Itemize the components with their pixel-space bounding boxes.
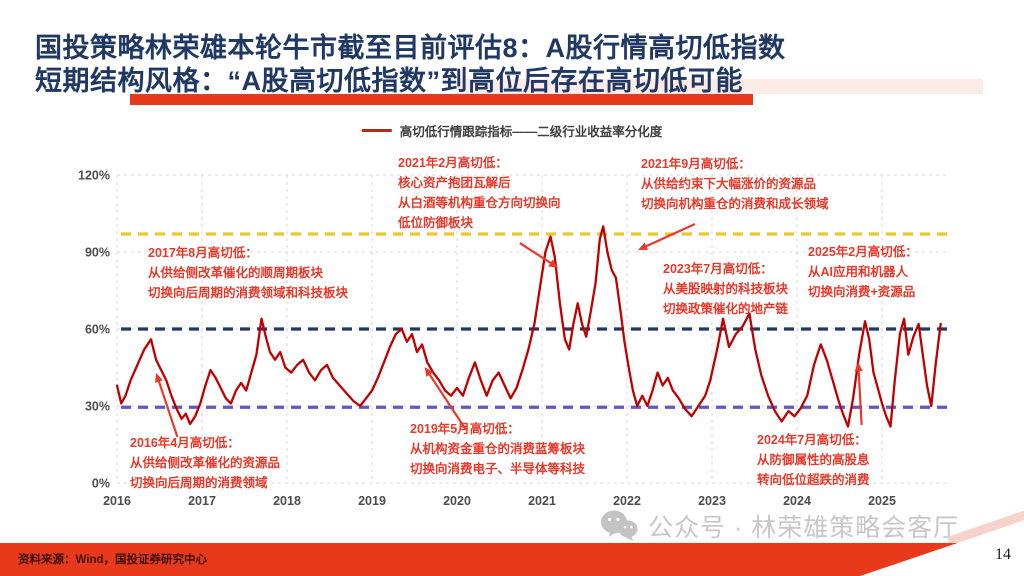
annotation-line: 从白酒等机构重仓方向切换向 bbox=[398, 196, 561, 210]
annotation-title: 2024年7月高切低： bbox=[757, 433, 867, 447]
annotation-line: 转向低位超跌的消费 bbox=[757, 473, 870, 487]
series-line bbox=[115, 225, 942, 428]
annotation-line: 从美股映射的科技板块 bbox=[663, 282, 789, 296]
annotation-title: 2021年2月高切低： bbox=[398, 156, 508, 170]
annotation-2021-sep: 2021年9月高切低： 从供给约束下大幅涨价的资源品 切换向机构重仓的消费和成长… bbox=[641, 154, 829, 214]
annotation-title: 2021年9月高切低： bbox=[641, 157, 751, 171]
annotation-line: 切换向消费电子、半导体等科技 bbox=[410, 462, 586, 476]
legend-line-swatch bbox=[361, 129, 392, 132]
annotation-2017-aug: 2017年8月高切低： 从供给侧改革催化的顺周期板块 切换向后周期的消费领域和科… bbox=[148, 243, 348, 303]
x-tick-label: 2021 bbox=[528, 494, 556, 508]
annotation-line: 低位防御板块 bbox=[398, 216, 474, 230]
y-tick-label: 0% bbox=[92, 477, 110, 491]
annotation-title: 2023年7月高切低： bbox=[663, 262, 773, 276]
annotation-line: 切换向后周期的消费领域和科技板块 bbox=[148, 286, 349, 300]
x-tick-label: 2025 bbox=[868, 494, 896, 508]
x-tick-label: 2023 bbox=[698, 494, 726, 508]
annotation-2024-jul: 2024年7月高切低： 从防御属性的高股息 转向低位超跌的消费 bbox=[757, 430, 870, 490]
annotation-arrowhead bbox=[155, 372, 163, 383]
annotation-line: 核心资产抱团瓦解后 bbox=[398, 176, 511, 190]
annotation-line: 切换向机构重仓的消费和成长领域 bbox=[641, 197, 829, 211]
x-tick-label: 2018 bbox=[273, 494, 301, 508]
annotation-2025-feb: 2025年2月高切低： 从AI应用和机器人 切换向消费+资源品 bbox=[808, 242, 918, 302]
annotation-line: 从供给侧改革催化的资源品 bbox=[130, 456, 281, 470]
watermark-text: 公众号 · 林荣雄策略会客厅 bbox=[648, 514, 960, 542]
annotation-arrowhead bbox=[854, 362, 863, 372]
x-tick-label: 2024 bbox=[783, 494, 811, 508]
wechat-icon bbox=[601, 510, 638, 541]
annotation-line: 切换向后周期的消费领域 bbox=[130, 476, 268, 490]
annotation-line: 从供给侧改革催化的顺周期板块 bbox=[148, 266, 324, 280]
annotation-line: 切换向消费+资源品 bbox=[808, 285, 916, 299]
x-tick-label: 2022 bbox=[613, 494, 641, 508]
page-number: 14 bbox=[995, 546, 1011, 563]
annotation-line: 从AI应用和机器人 bbox=[808, 265, 909, 279]
x-tick-label: 2017 bbox=[188, 494, 216, 508]
annotation-line: 切换政策催化的地产链 bbox=[663, 302, 789, 316]
slide-title-line1: 国投策略林荣雄本轮牛市截至目前评估8：A股行情高切低指数 bbox=[35, 33, 786, 63]
y-tick-label: 120% bbox=[78, 169, 110, 183]
watermark: 公众号 · 林荣雄策略会客厅 bbox=[600, 508, 959, 544]
annotation-arrow bbox=[857, 366, 863, 426]
annotation-title: 2025年2月高切低： bbox=[808, 245, 918, 259]
annotation-arrow bbox=[519, 242, 556, 267]
x-tick-label: 2016 bbox=[103, 494, 131, 508]
annotation-arrowhead bbox=[548, 259, 559, 268]
annotation-arrow bbox=[425, 369, 467, 430]
title-underline-bar bbox=[130, 94, 753, 105]
title-highlight-strip bbox=[457, 79, 983, 94]
footer-band: 资料来源：Wind，国投证券研究中心 bbox=[0, 543, 958, 576]
annotation-title: 2016年4月高切低： bbox=[130, 436, 240, 450]
slide-title-line2: 短期结构风格：“A股高切低指数”到高位后存在高切低可能 bbox=[35, 66, 743, 96]
annotation-2023-jul: 2023年7月高切低： 从美股映射的科技板块 切换政策催化的地产链 bbox=[663, 259, 788, 319]
annotation-arrowhead bbox=[424, 366, 434, 377]
legend-label: 高切低行情跟踪指标——二级行业收益率分化度 bbox=[399, 125, 663, 139]
annotation-line: 从供给约束下大幅涨价的资源品 bbox=[641, 177, 817, 191]
annotation-arrow bbox=[156, 376, 179, 438]
annotation-arrowhead bbox=[638, 242, 649, 250]
annotation-line: 从机构资金重仓的消费蓝筹板块 bbox=[410, 442, 586, 456]
annotation-2019-may: 2019年5月高切低： 从机构资金重仓的消费蓝筹板块 切换向消费电子、半导体等科… bbox=[410, 419, 585, 479]
x-tick-label: 2020 bbox=[443, 494, 471, 508]
y-tick-label: 30% bbox=[85, 400, 110, 414]
annotation-title: 2017年8月高切低： bbox=[148, 246, 258, 260]
chart-legend: 高切低行情跟踪指标——二级行业收益率分化度 bbox=[361, 121, 663, 140]
annotation-2021-feb: 2021年2月高切低： 核心资产抱团瓦解后 从白酒等机构重仓方向切换向 低位防御… bbox=[398, 153, 561, 233]
annotation-2016-apr: 2016年4月高切低： 从供给侧改革催化的资源品 切换向后周期的消费领域 bbox=[130, 433, 280, 493]
annotation-title: 2019年5月高切低： bbox=[410, 422, 520, 436]
annotation-line: 从防御属性的高股息 bbox=[757, 453, 870, 467]
source-note: 资料来源：Wind，国投证券研究中心 bbox=[18, 554, 207, 566]
y-tick-label: 60% bbox=[85, 323, 110, 337]
annotation-arrow bbox=[641, 223, 696, 250]
y-tick-label: 90% bbox=[85, 246, 110, 260]
x-tick-label: 2019 bbox=[358, 494, 386, 508]
